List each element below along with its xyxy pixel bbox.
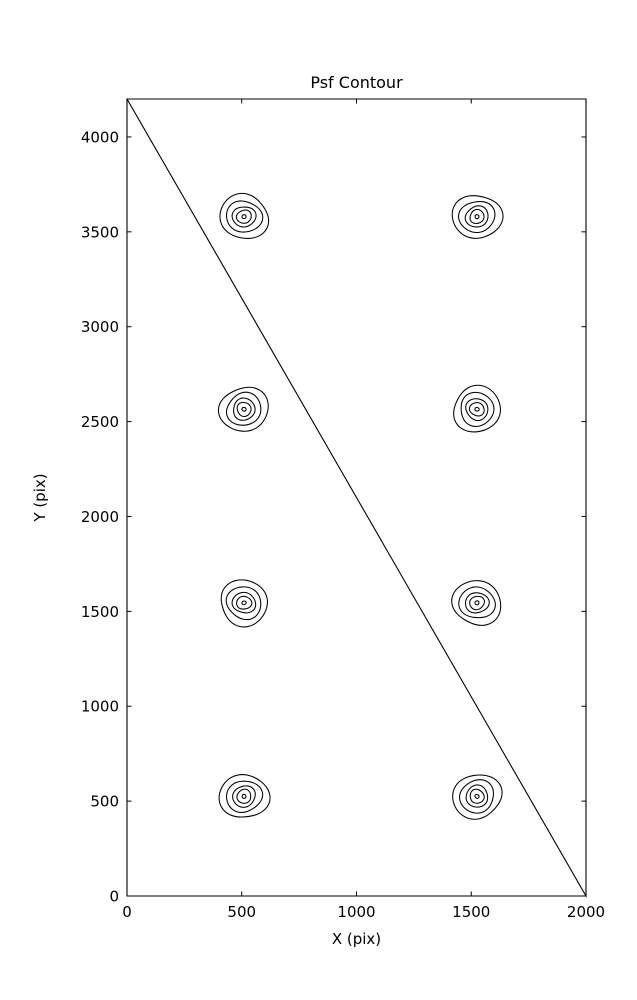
- psf-contour-ring: [225, 391, 262, 426]
- y-axis-label: Y (pix): [31, 473, 49, 522]
- psf-contour-ring: [241, 214, 247, 220]
- axes-frame: [126, 98, 587, 899]
- x-tick-label: 1500: [452, 903, 490, 921]
- psf-contour-ring: [469, 788, 485, 804]
- psf-contour-ring: [468, 402, 485, 417]
- psf-contour-ring: [459, 779, 494, 814]
- psf-contour-ring: [474, 600, 480, 606]
- psf-contour-ring: [241, 600, 247, 606]
- y-tick-label: 500: [90, 793, 119, 811]
- psf-contour-ring: [233, 397, 256, 421]
- psf-contour-ring: [231, 206, 257, 228]
- y-tick-label: 2000: [81, 508, 119, 526]
- y-tick-label: 3000: [81, 318, 119, 336]
- x-tick-label: 0: [122, 903, 132, 921]
- psf-contour-ring: [474, 406, 480, 412]
- psf-contour-ring: [474, 793, 480, 799]
- x-tick-label: 2000: [567, 903, 605, 921]
- psf-contour-ring: [469, 595, 485, 611]
- psf-contour-ring: [219, 192, 270, 239]
- psf-contour-ring: [236, 788, 252, 804]
- y-tick-label: 3500: [81, 223, 119, 241]
- psf-contour-ring: [464, 205, 489, 228]
- x-tick-label: 500: [227, 903, 256, 921]
- psf-contour-ring: [458, 586, 496, 619]
- psf-contour-ring: [226, 780, 264, 813]
- psf-contour-ring: [235, 209, 252, 224]
- psf-contour-ring: [469, 208, 485, 225]
- tick-label-group: 0 500 1000 1500 2000 2500 3000 3500 4000 0 500 1000…: [81, 128, 605, 921]
- psf-contour-ring: [457, 200, 496, 234]
- contour-group: [217, 192, 504, 820]
- psf-contour-ring: [451, 195, 504, 239]
- psf-contour-ring: [241, 793, 247, 799]
- psf-contour-ring: [231, 591, 257, 614]
- y-tick-label: 2500: [81, 413, 119, 431]
- psf-contour-ring: [217, 386, 269, 432]
- psf-contour-ring: [452, 774, 503, 820]
- psf-contour-ring: [465, 784, 489, 808]
- psf-contour-ring: [220, 579, 268, 628]
- x-tick-label: 1000: [337, 903, 375, 921]
- y-tick-label: 1500: [81, 603, 119, 621]
- psf-contour-ring: [232, 785, 256, 808]
- psf-contour-ring: [474, 214, 480, 220]
- psf-contour-ring: [460, 391, 495, 428]
- chart-title: Psf Contour: [310, 73, 403, 92]
- psf-contour-ring: [218, 774, 271, 818]
- psf-contour-ring: [225, 200, 264, 233]
- x-axis-label: X (pix): [332, 930, 381, 948]
- psf-contour-ring: [464, 592, 490, 614]
- psf-contour-ring: [236, 401, 252, 418]
- psf-contour-ring: [225, 586, 262, 621]
- psf-contour-ring: [241, 406, 247, 412]
- psf-contour-ring: [451, 580, 502, 626]
- psf-contour-ring: [453, 384, 501, 433]
- y-tick-label: 1000: [81, 698, 119, 716]
- psf-contour-ring: [465, 398, 489, 422]
- y-tick-label: 0: [109, 888, 119, 906]
- y-tick-label: 4000: [81, 128, 119, 146]
- psf-contour-ring: [236, 595, 253, 610]
